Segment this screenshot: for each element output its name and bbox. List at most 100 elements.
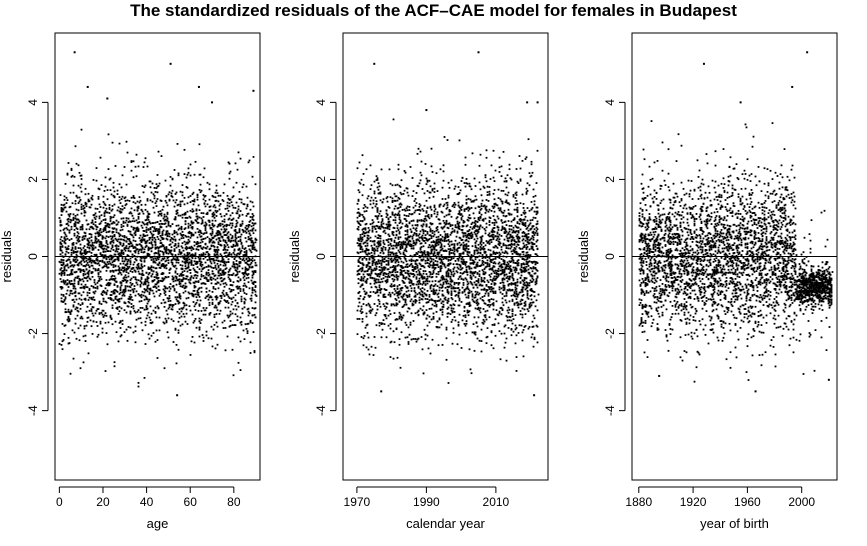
data-point: [193, 305, 196, 308]
data-point: [180, 272, 183, 275]
data-point: [254, 264, 257, 267]
data-point: [239, 321, 242, 324]
data-point: [96, 262, 99, 265]
data-point: [530, 275, 533, 278]
data-point: [238, 214, 241, 217]
data-point: [96, 335, 99, 338]
data-point: [424, 293, 427, 296]
data-point: [148, 253, 151, 256]
data-point: [466, 235, 469, 237]
data-point: [102, 316, 105, 318]
data-point: [458, 333, 461, 336]
data-point: [198, 295, 201, 298]
data-point: [152, 230, 155, 233]
data-point: [159, 199, 162, 202]
data-point: [155, 271, 158, 274]
data-point: [183, 173, 186, 175]
data-point: [482, 308, 485, 310]
data-point: [503, 325, 506, 328]
data-point: [493, 210, 496, 213]
data-point: [60, 224, 63, 227]
data-point: [128, 301, 131, 304]
data-point: [119, 289, 122, 291]
data-point: [134, 251, 137, 254]
data-point: [182, 313, 185, 315]
data-point: [379, 259, 382, 262]
data-point: [496, 237, 499, 240]
data-point: [76, 196, 79, 199]
data-point: [92, 248, 95, 251]
data-point: [83, 214, 86, 217]
data-point: [398, 256, 401, 259]
x-tick-label: 0: [56, 495, 63, 509]
data-point: [216, 251, 219, 254]
data-point: [137, 228, 140, 230]
data-point: [87, 270, 90, 273]
data-point: [170, 253, 173, 256]
data-point: [146, 280, 149, 282]
data-point: [154, 243, 157, 246]
data-point: [143, 223, 146, 226]
data-point: [167, 252, 170, 255]
data-point: [89, 303, 92, 306]
data-point: [235, 212, 238, 215]
data-point: [204, 229, 207, 232]
data-point: [153, 276, 156, 279]
data-point: [485, 283, 488, 286]
data-point: [108, 206, 111, 209]
data-point: [93, 213, 96, 216]
data-point: [94, 239, 97, 242]
data-point: [198, 216, 201, 219]
data-point: [208, 219, 211, 222]
data-point: [122, 225, 125, 228]
data-point: [429, 352, 432, 355]
data-point: [161, 208, 164, 211]
data-point: [150, 275, 153, 278]
data-point: [74, 290, 77, 293]
data-point: [175, 210, 178, 213]
data-point: [84, 201, 87, 204]
data-point: [118, 271, 121, 273]
data-point: [179, 253, 182, 255]
data-point: [86, 239, 89, 242]
data-point: [162, 245, 165, 247]
data-point: [389, 293, 392, 296]
scatter-points: [356, 51, 540, 397]
data-point: [139, 311, 142, 314]
data-point: [153, 252, 156, 255]
data-point: [182, 301, 185, 304]
data-point: [101, 254, 104, 257]
data-point: [81, 302, 84, 305]
data-point: [221, 236, 224, 239]
data-point: [452, 287, 455, 290]
data-point: [225, 251, 228, 254]
data-point: [373, 247, 376, 250]
data-point: [214, 206, 217, 209]
data-point: [168, 198, 171, 201]
data-point: [129, 312, 132, 315]
data-point: [155, 205, 158, 207]
data-point: [498, 209, 501, 212]
data-point: [61, 300, 64, 303]
data-point: [516, 222, 519, 225]
data-point: [485, 222, 488, 225]
data-point: [234, 269, 237, 272]
data-point: [102, 256, 105, 259]
data-point: [367, 234, 370, 237]
data-point: [140, 241, 143, 244]
data-point: [117, 313, 120, 315]
data-point: [124, 199, 127, 202]
data-point: [186, 241, 189, 244]
data-point: [181, 246, 184, 249]
data-point: [405, 250, 408, 253]
data-point: [514, 262, 517, 264]
data-point: [493, 275, 496, 278]
data-point: [184, 216, 187, 219]
data-point: [229, 324, 232, 327]
data-point: [218, 232, 221, 235]
data-point: [108, 204, 111, 206]
data-point: [407, 241, 410, 243]
data-point: [152, 286, 155, 288]
data-point: [145, 244, 148, 247]
data-point: [194, 318, 197, 320]
